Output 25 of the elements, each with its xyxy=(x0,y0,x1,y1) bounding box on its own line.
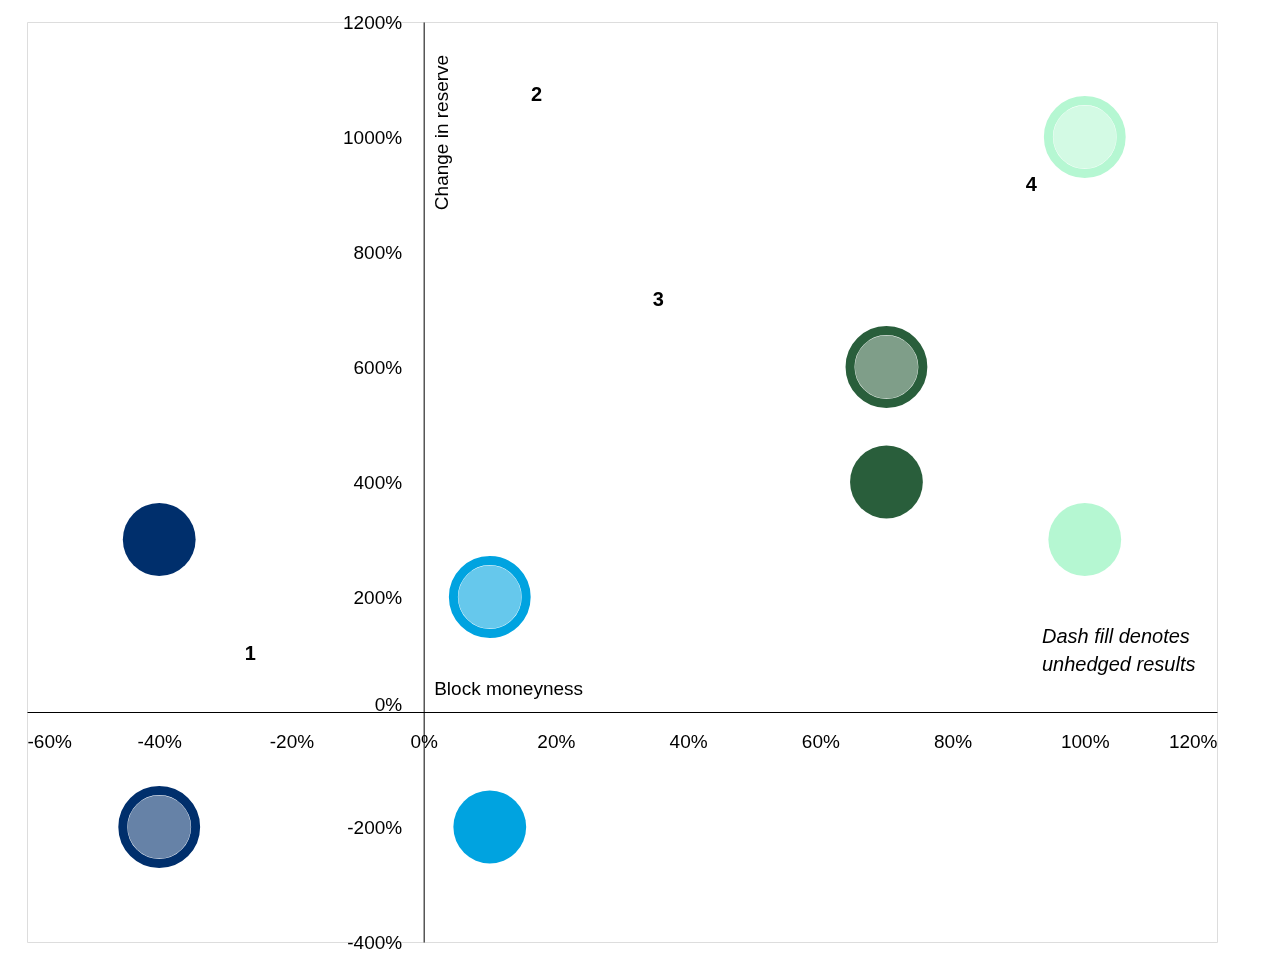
x-tick-label: 120% xyxy=(1168,730,1218,752)
y-tick-label: 800% xyxy=(353,241,403,263)
annotation: 1 xyxy=(244,641,256,664)
x-tick-label: 100% xyxy=(1060,730,1110,752)
annotation: Dash fill denotes unhedged results xyxy=(1042,625,1196,675)
annotation: 3 xyxy=(652,287,664,310)
x-tick-label: -20% xyxy=(269,730,315,752)
x-tick-label: 20% xyxy=(537,730,576,752)
x-tick-label: 60% xyxy=(801,730,840,752)
annotation: 2 xyxy=(530,83,543,106)
y-tick-label: 400% xyxy=(353,471,403,493)
x-tick-label: -60% xyxy=(27,730,72,752)
y-tick-label: 0% xyxy=(374,693,403,715)
y-axis-title: Change in reserve xyxy=(431,54,453,211)
y-tick-label: -400% xyxy=(347,931,403,953)
x-tick-label: 80% xyxy=(934,730,973,752)
x-axis-title: Block moneyness xyxy=(434,677,584,699)
y-tick-label: 1000% xyxy=(342,126,403,148)
x-tick-label: 40% xyxy=(669,730,708,752)
y-tick-label: 200% xyxy=(353,586,403,608)
y-tick-label: 600% xyxy=(353,356,403,378)
y-tick-label: -200% xyxy=(347,816,403,838)
annotation: 4 xyxy=(1025,172,1038,195)
y-tick-label: 1200% xyxy=(342,11,403,33)
x-tick-label: -40% xyxy=(137,730,182,752)
